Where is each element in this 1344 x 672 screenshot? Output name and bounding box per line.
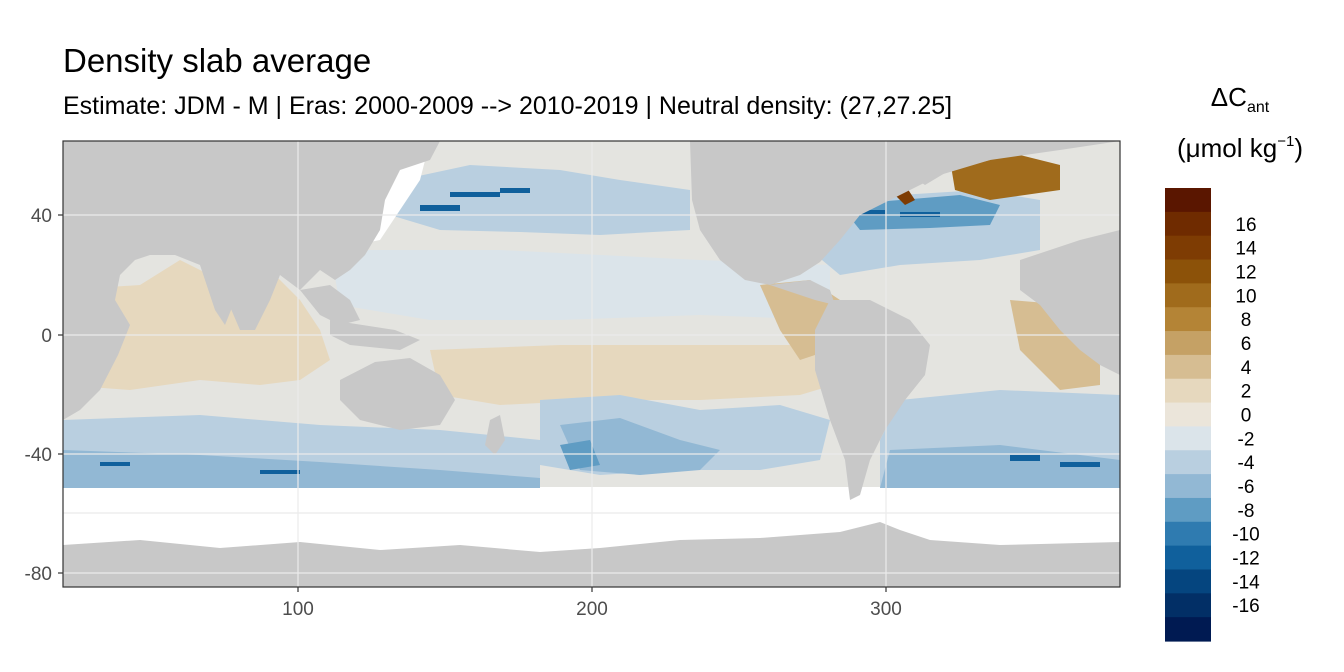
legend-bin xyxy=(1165,307,1211,332)
y-tick-label: -80 xyxy=(25,564,52,585)
y-axis-labels: 40 0 -40 -80 xyxy=(25,206,52,585)
axis-ticks xyxy=(58,214,887,592)
legend-label: -14 xyxy=(1232,572,1260,593)
legend-bin xyxy=(1165,354,1211,380)
legend-bin xyxy=(1165,259,1211,284)
map-content xyxy=(63,141,1120,587)
ocean-patch-south-pacific-deep xyxy=(560,418,720,475)
legend-bin xyxy=(1165,450,1211,475)
land-new-zealand xyxy=(485,415,505,455)
legend-label: 2 xyxy=(1241,382,1252,403)
legend-label: 0 xyxy=(1241,406,1252,427)
legend-label: 12 xyxy=(1235,262,1256,283)
legend-bin xyxy=(1165,617,1211,642)
y-tick-label: 0 xyxy=(41,326,52,347)
legend-label: -10 xyxy=(1232,525,1259,546)
gridlines xyxy=(63,141,1120,587)
legend-bin xyxy=(1165,283,1211,308)
map-subtitle: Estimate: JDM - M | Eras: 2000-2009 --> … xyxy=(63,92,953,120)
ocean-patch-southern-indian-band xyxy=(63,450,540,488)
ocean-patch-northpacific-blue xyxy=(390,165,690,235)
legend-label: -16 xyxy=(1232,596,1259,617)
land-australia xyxy=(340,358,455,430)
x-axis-labels: 100 200 300 xyxy=(282,599,902,620)
land-north-america xyxy=(690,141,1120,285)
legend-bin xyxy=(1165,235,1211,261)
legend-bin xyxy=(1165,378,1211,404)
legend-label: 14 xyxy=(1235,239,1257,260)
legend-title-symbol: ΔC xyxy=(1210,82,1247,112)
legend-label: 10 xyxy=(1235,286,1256,307)
x-tick-label: 300 xyxy=(870,599,902,620)
legend-label: -12 xyxy=(1232,549,1259,570)
legend-bin xyxy=(1165,188,1211,213)
ocean-patch-south-pacific-beige xyxy=(430,345,850,405)
legend-label: -2 xyxy=(1238,429,1255,450)
land-africa-east xyxy=(1020,230,1120,375)
legend-unit-close: ) xyxy=(1294,133,1303,163)
y-tick-label: -40 xyxy=(25,445,52,466)
legend-bin xyxy=(1165,545,1211,571)
land-southeast-asia xyxy=(300,285,360,325)
legend-bin xyxy=(1165,497,1211,523)
legend-bin xyxy=(1165,521,1211,547)
legend-label: 4 xyxy=(1241,358,1252,379)
legend-label: -4 xyxy=(1238,453,1255,474)
legend-bin xyxy=(1165,569,1211,594)
legend-bin xyxy=(1165,211,1211,237)
land-india xyxy=(200,265,240,325)
y-tick-label: 40 xyxy=(31,206,52,227)
land-south-america xyxy=(815,300,930,500)
legend-unit-sup: −1 xyxy=(1277,133,1295,150)
legend-label: 6 xyxy=(1241,334,1252,355)
legend-label: 8 xyxy=(1241,310,1252,331)
legend-colorbar xyxy=(1165,188,1211,642)
legend-label: -8 xyxy=(1238,501,1255,522)
x-tick-label: 100 xyxy=(282,599,314,620)
ocean-patch-south-pacific-deep2 xyxy=(560,440,600,470)
land-africa-asia xyxy=(63,141,440,420)
legend-title: ΔCant (μmol kg−1) xyxy=(1160,84,1320,161)
x-tick-label: 200 xyxy=(576,599,608,620)
legend-bin xyxy=(1165,474,1211,499)
legend-bin xyxy=(1165,331,1211,356)
legend-title-subscript: ant xyxy=(1246,99,1270,116)
map-title: Density slab average xyxy=(63,42,372,79)
legend-unit-open: (μmol kg xyxy=(1177,133,1278,163)
ocean-patch-south-atlantic-band xyxy=(880,445,1120,488)
legend-bin xyxy=(1165,426,1211,451)
legend-label: -6 xyxy=(1238,477,1255,498)
land-greenland xyxy=(905,141,1010,185)
land-central-america xyxy=(770,280,835,305)
legend-bin xyxy=(1165,593,1211,618)
ocean-patch-equatorial-pacific xyxy=(330,250,830,320)
legend-bin xyxy=(1165,402,1211,428)
legend-label: 16 xyxy=(1235,215,1256,236)
